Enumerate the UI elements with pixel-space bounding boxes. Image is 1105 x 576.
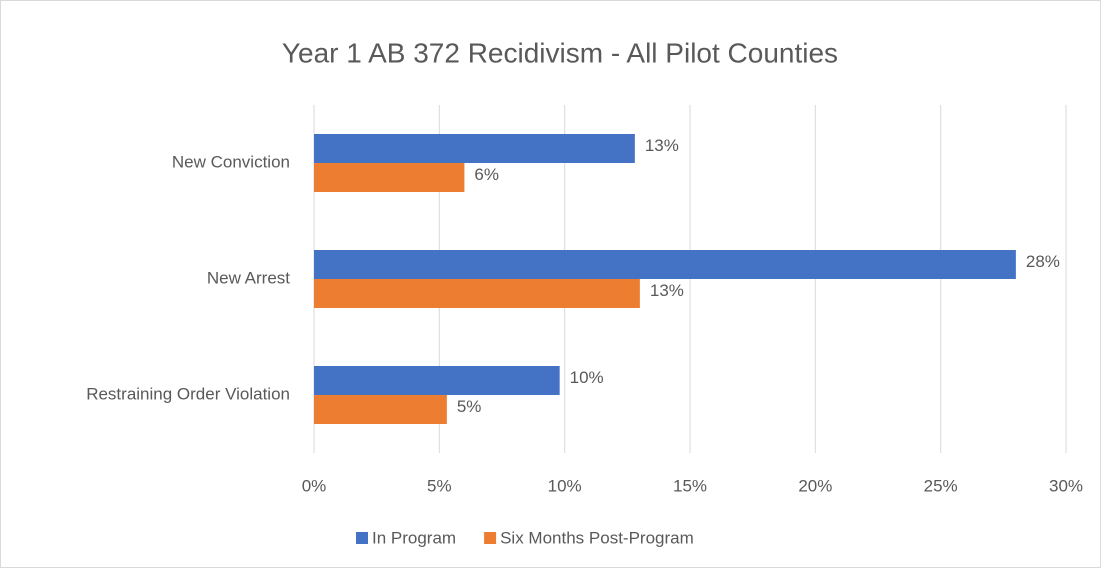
bar	[314, 366, 560, 395]
y-tick-label: New Arrest	[207, 268, 290, 287]
legend-label: In Program	[372, 528, 456, 547]
value-label: 6%	[474, 165, 499, 184]
x-tick-label: 30%	[1049, 476, 1083, 495]
legend-swatch	[356, 532, 368, 544]
x-tick-label: 10%	[548, 476, 582, 495]
value-label: 5%	[457, 397, 482, 416]
chart-title: Year 1 AB 372 Recidivism - All Pilot Cou…	[282, 37, 838, 68]
value-label: 13%	[645, 136, 679, 155]
x-tick-label: 20%	[798, 476, 832, 495]
x-tick-label: 0%	[302, 476, 327, 495]
x-tick-label: 5%	[427, 476, 452, 495]
y-tick-label: New Conviction	[172, 152, 290, 171]
bar	[314, 163, 465, 192]
bar	[314, 279, 640, 308]
y-tick-label: Restraining Order Violation	[86, 384, 290, 403]
x-tick-label: 15%	[673, 476, 707, 495]
bar	[314, 250, 1016, 279]
legend-swatch	[484, 532, 497, 544]
legend-label: Six Months Post-Program	[500, 528, 694, 547]
value-label: 10%	[570, 368, 604, 387]
bar	[314, 134, 635, 163]
value-label: 13%	[650, 281, 684, 300]
value-label: 28%	[1026, 252, 1060, 271]
bar	[314, 395, 447, 424]
x-tick-label: 25%	[924, 476, 958, 495]
